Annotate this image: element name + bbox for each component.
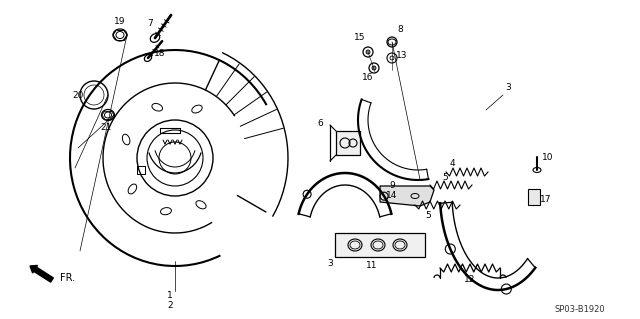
Text: 11: 11: [366, 261, 378, 270]
Text: 17: 17: [540, 196, 552, 204]
Bar: [528, 189, 540, 205]
Circle shape: [372, 66, 376, 70]
Text: 21: 21: [100, 122, 112, 131]
Circle shape: [366, 50, 370, 54]
Text: 14: 14: [387, 191, 397, 201]
Text: 9: 9: [389, 181, 395, 189]
Polygon shape: [380, 186, 434, 206]
Polygon shape: [336, 131, 360, 155]
Text: 20: 20: [72, 91, 84, 100]
Text: 1: 1: [167, 292, 173, 300]
Text: 4: 4: [449, 159, 455, 167]
Text: 10: 10: [542, 153, 554, 162]
Text: 2: 2: [167, 301, 173, 310]
Text: 13: 13: [396, 51, 408, 61]
Text: 16: 16: [362, 73, 374, 83]
Text: FR.: FR.: [60, 273, 76, 283]
Text: 19: 19: [115, 17, 125, 26]
Text: 3: 3: [505, 84, 511, 93]
Text: 6: 6: [317, 118, 323, 128]
FancyArrow shape: [30, 265, 53, 282]
Text: 5: 5: [442, 173, 448, 182]
Text: 5: 5: [425, 211, 431, 219]
Text: 15: 15: [355, 33, 365, 42]
Text: 3: 3: [327, 258, 333, 268]
Text: 8: 8: [397, 26, 403, 34]
Text: 12: 12: [464, 276, 476, 285]
Text: 7: 7: [147, 19, 153, 28]
Text: 18: 18: [154, 48, 166, 57]
Text: SP03-B1920: SP03-B1920: [555, 306, 605, 315]
Polygon shape: [335, 233, 425, 257]
